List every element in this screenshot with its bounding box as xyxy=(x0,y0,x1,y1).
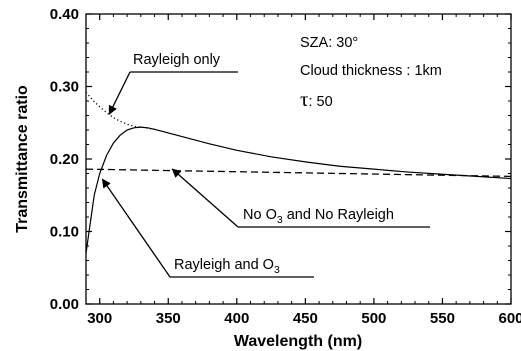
y-axis-ticks: 0.00 0.10 0.20 0.30 0.40 xyxy=(50,6,511,313)
annotation-subscript: 3 xyxy=(277,214,283,226)
annotation-label: Rayleigh only xyxy=(133,52,221,68)
x-tick-label: 350 xyxy=(156,310,181,327)
info-box: SZA: 30° Cloud thickness : 1km τ: 50 xyxy=(300,35,442,111)
x-axis-ticks: 300 350 400 450 500 550 600 xyxy=(87,14,521,327)
annotation-subscript: 3 xyxy=(274,264,280,276)
annotation-rayleigh-only: Rayleigh only xyxy=(108,52,238,115)
annotation-label: Rayleigh and O3 xyxy=(174,257,280,276)
y-tick-label: 0.40 xyxy=(50,6,79,23)
y-tick-label: 0.30 xyxy=(50,79,79,96)
sza-label: SZA: 30° xyxy=(300,35,358,51)
annotation-label: No O3 and No Rayleigh xyxy=(243,207,394,226)
tau-label: τ: 50 xyxy=(300,87,333,111)
series-line-rayleigh-and-o3 xyxy=(85,126,512,254)
x-tick-label: 300 xyxy=(87,310,112,327)
annotation-arrow xyxy=(108,71,131,115)
x-tick-label: 400 xyxy=(224,310,249,327)
tau-symbol: τ xyxy=(300,87,308,111)
x-tick-label: 550 xyxy=(430,310,455,327)
x-axis-title: Wavelength (nm) xyxy=(234,333,362,350)
annotation-text: No O xyxy=(243,207,277,223)
annotation-arrow xyxy=(101,178,171,278)
annotation-text: Rayleigh and O xyxy=(174,257,274,273)
x-tick-label: 450 xyxy=(293,310,318,327)
y-tick-label: 0.20 xyxy=(50,151,79,168)
y-tick-label: 0.10 xyxy=(50,224,79,241)
y-axis-title: Transmittance ratio xyxy=(14,85,31,233)
annotation-arrow xyxy=(171,168,239,228)
annotation-rayleigh-o3: Rayleigh and O3 xyxy=(101,178,314,278)
annotation-text-suffix: and No Rayleigh xyxy=(283,207,394,223)
cloud-thickness-label: Cloud thickness : 1km xyxy=(300,63,442,79)
x-tick-label: 600 xyxy=(498,310,521,327)
annotation-text: Rayleigh only xyxy=(133,52,221,68)
x-tick-label: 500 xyxy=(361,310,386,327)
series-line-rayleigh-only xyxy=(85,91,155,130)
annotation-no-o3: No O3 and No Rayleigh xyxy=(171,168,430,228)
series-line-no-o3-and-no-rayleigh xyxy=(85,168,512,178)
series-layer xyxy=(85,91,512,254)
y-tick-label: 0.00 xyxy=(50,296,79,313)
tau-value: : 50 xyxy=(308,94,332,110)
